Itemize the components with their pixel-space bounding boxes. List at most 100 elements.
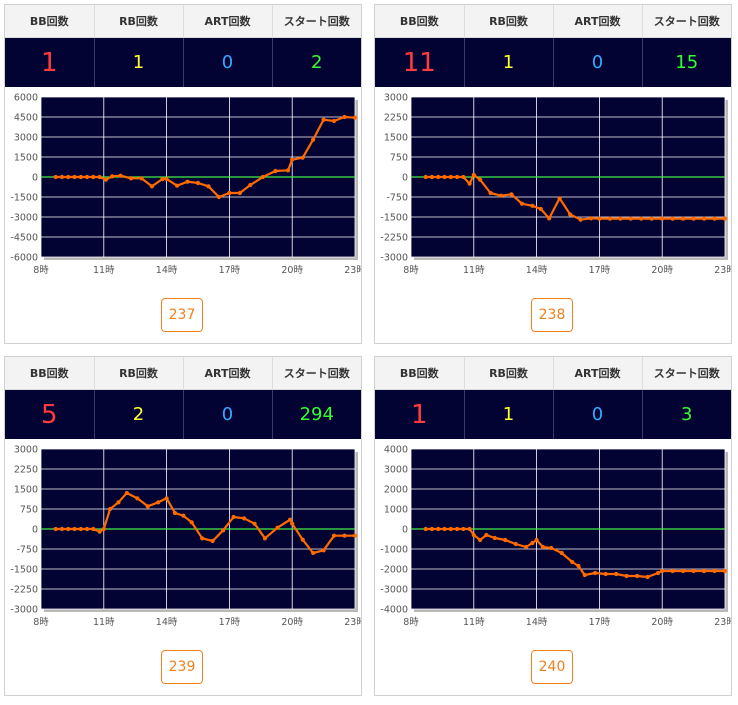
series-line <box>425 173 725 221</box>
y-tick-label: 1500 <box>14 153 38 164</box>
data-point <box>118 173 123 178</box>
data-point <box>97 174 102 180</box>
data-point <box>164 176 169 182</box>
data-point <box>559 550 564 556</box>
y-tick-label: -4500 <box>10 233 38 244</box>
data-point <box>436 174 441 180</box>
data-point <box>454 526 460 532</box>
art-count: 0 <box>553 37 643 87</box>
y-tick-label: -750 <box>16 545 38 556</box>
data-point <box>442 174 447 180</box>
data-point <box>195 180 201 186</box>
data-point <box>691 568 696 574</box>
series-line <box>55 115 356 199</box>
x-tick-label: 14時 <box>526 265 548 276</box>
data-point <box>701 216 707 221</box>
y-tick-label: 0 <box>402 173 408 184</box>
rb-count: 1 <box>464 389 554 439</box>
data-point <box>423 526 428 532</box>
data-point <box>467 526 472 532</box>
payout-chart: -3000 -2250 -1500 -750 0 750 1500 2250 3000 8時 11時… <box>10 445 361 629</box>
data-point <box>670 568 675 574</box>
y-tick-label: -2000 <box>380 565 408 576</box>
data-point <box>300 155 305 160</box>
x-tick-label: 23時 <box>344 617 361 628</box>
machine-panel-2: BB回数 RB回数 ART回数 スタート回数 11 1 0 15 -3000 -2… <box>374 4 732 344</box>
data-point <box>139 176 144 181</box>
y-tick-label: 0 <box>402 525 408 536</box>
data-point <box>352 115 358 120</box>
data-point <box>216 194 222 200</box>
data-point <box>311 550 316 556</box>
machine-number-button[interactable]: 239 <box>161 650 203 684</box>
start-header: スタート回数 <box>642 357 731 390</box>
data-point <box>206 184 211 189</box>
data-point <box>53 526 58 532</box>
data-point <box>519 201 525 206</box>
x-tick-label: 20時 <box>651 265 673 276</box>
y-tick-label: 3000 <box>384 465 408 476</box>
data-point <box>570 559 575 565</box>
x-tick-label: 8時 <box>403 265 419 276</box>
x-tick-label: 17時 <box>589 265 611 276</box>
machine-number-button[interactable]: 240 <box>531 650 573 684</box>
data-point <box>200 536 205 541</box>
data-point <box>128 176 134 181</box>
data-point <box>59 174 65 180</box>
art-count: 0 <box>183 37 273 87</box>
bb-header: BB回数 <box>375 357 465 390</box>
data-point <box>78 526 83 532</box>
data-point <box>634 573 640 579</box>
data-point <box>174 183 180 188</box>
data-point <box>248 182 253 188</box>
data-point <box>530 540 535 546</box>
data-point <box>488 190 493 196</box>
data-point <box>538 206 543 212</box>
y-tick-label: 1500 <box>384 133 408 144</box>
data-point <box>549 545 554 551</box>
data-point <box>712 216 717 221</box>
stats-table: BB回数 RB回数 ART回数 スタート回数 5 2 0 294 <box>5 357 361 439</box>
data-point <box>607 216 612 221</box>
machine-number-button[interactable]: 237 <box>161 298 203 332</box>
data-point <box>442 526 447 532</box>
data-point <box>655 570 661 576</box>
y-tick-label: 2250 <box>384 113 408 124</box>
data-point <box>448 526 453 532</box>
x-tick-label: 23時 <box>714 617 731 628</box>
data-point <box>160 176 165 182</box>
data-point <box>103 177 108 182</box>
start-header: スタート回数 <box>642 5 731 38</box>
x-tick-label: 8時 <box>33 617 49 628</box>
data-point <box>97 529 102 534</box>
rb-count: 1 <box>94 37 184 87</box>
y-tick-label: -3000 <box>10 605 38 616</box>
data-point <box>593 570 598 576</box>
data-point <box>210 538 215 544</box>
data-point <box>116 500 121 505</box>
rb-count: 2 <box>94 389 184 439</box>
x-tick-label: 17時 <box>219 265 241 276</box>
rb-header: RB回数 <box>464 5 554 38</box>
data-point <box>342 114 347 120</box>
x-tick-label: 14時 <box>526 617 548 628</box>
data-point <box>467 181 472 186</box>
stats-table: BB回数 RB回数 ART回数 スタート回数 11 1 0 15 <box>375 5 731 87</box>
x-tick-label: 11時 <box>93 617 115 628</box>
data-point <box>331 118 337 124</box>
bb-count: 1 <box>5 37 95 87</box>
data-point <box>484 532 489 538</box>
start-count: 3 <box>642 389 731 439</box>
x-tick-label: 20時 <box>651 617 673 628</box>
data-point <box>53 174 58 180</box>
data-point <box>231 514 236 520</box>
data-point <box>691 216 696 221</box>
data-point <box>557 196 562 201</box>
data-point <box>290 157 295 162</box>
data-point <box>477 177 483 182</box>
payout-chart: -4000 -3000 -2000 -1000 0 1000 2000 3000 4000 8時 1… <box>380 445 731 629</box>
data-point <box>461 174 466 180</box>
data-point <box>530 203 535 208</box>
machine-number-button[interactable]: 238 <box>531 298 573 332</box>
data-point <box>300 537 305 542</box>
